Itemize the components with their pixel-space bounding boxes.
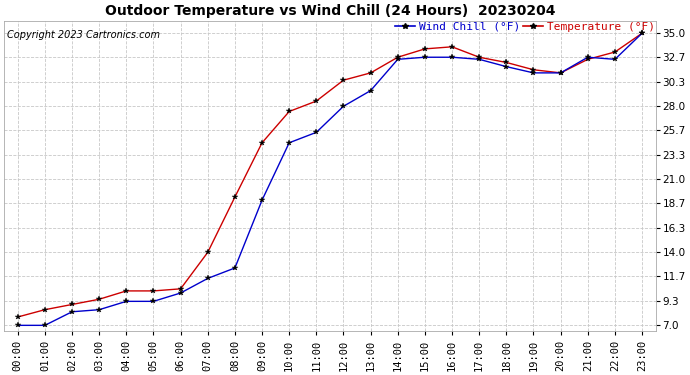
Text: Copyright 2023 Cartronics.com: Copyright 2023 Cartronics.com [8, 30, 160, 40]
Legend: Wind Chill (°F), Temperature (°F): Wind Chill (°F), Temperature (°F) [395, 22, 655, 32]
Title: Outdoor Temperature vs Wind Chill (24 Hours)  20230204: Outdoor Temperature vs Wind Chill (24 Ho… [105, 4, 555, 18]
